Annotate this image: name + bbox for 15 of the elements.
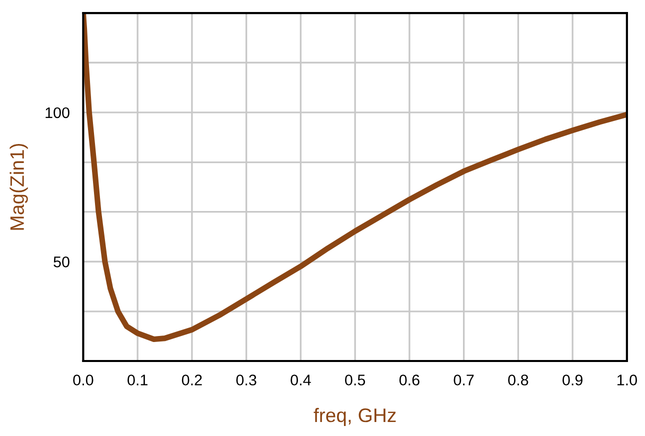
x-tick-label: 0.9 [562, 374, 582, 386]
x-tick-label: 0.1 [128, 374, 148, 386]
x-tick-label: 0.3 [236, 374, 256, 386]
x-axis-title: freq, GHz [314, 408, 396, 426]
x-tick-label: 0.8 [508, 374, 528, 386]
x-tick-label: 0.2 [182, 374, 202, 386]
x-tick-label: 0.5 [345, 374, 366, 386]
y-tick-label: 100 [46, 107, 70, 118]
y-tick-label: 50 [54, 256, 70, 268]
y-axis-title: Mag(Zin1) [10, 144, 28, 230]
x-tick-label: 0.4 [290, 374, 311, 386]
x-tick-label: 1.0 [617, 374, 637, 386]
x-tick-label: 0.7 [454, 374, 474, 386]
x-tick-label: 0.6 [399, 374, 420, 386]
x-tick-label: 0.0 [73, 374, 94, 386]
